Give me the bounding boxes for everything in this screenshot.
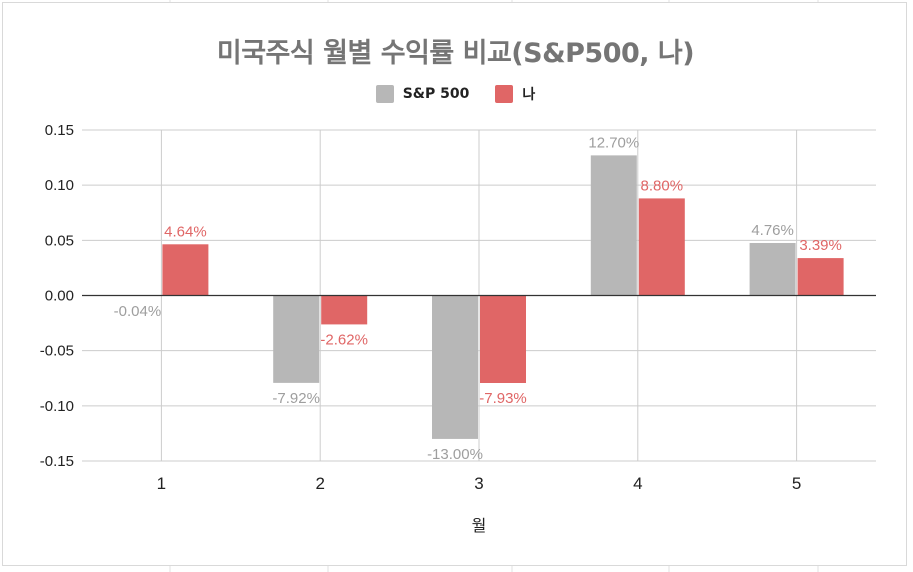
chart-card[interactable]: 미국주식 월별 수익률 비교(S&P500, 나) S&P 500 나 0.15…	[2, 2, 907, 566]
bar-sp500	[590, 155, 637, 296]
legend-swatch-me	[495, 85, 514, 103]
data-label-sp500: 4.76%	[751, 222, 794, 239]
x-tick-label: 2	[315, 474, 324, 493]
y-tick-label: 0.10	[45, 177, 74, 194]
chart-legend: S&P 500 나	[3, 84, 908, 104]
data-label-sp500: -0.04%	[114, 303, 162, 320]
legend-label-me: 나	[522, 87, 536, 103]
x-tick-label: 1	[157, 474, 166, 493]
legend-label-sp500: S&P 500	[402, 86, 470, 102]
bar-sp500	[432, 295, 478, 439]
y-tick-label: 0.15	[45, 122, 74, 139]
bar-me	[162, 244, 209, 296]
chart-title: 미국주식 월별 수익률 비교(S&P500, 나)	[216, 38, 695, 69]
bar-me	[321, 295, 368, 325]
y-tick-label: -0.15	[40, 453, 74, 470]
legend-swatch-sp500	[375, 85, 394, 103]
y-tick-label: 0.00	[45, 288, 74, 305]
data-label-sp500: -7.92%	[272, 390, 320, 407]
data-label-me: -7.93%	[479, 390, 527, 407]
legend-item-sp500[interactable]: S&P 500	[375, 84, 470, 104]
legend-item-me[interactable]: 나	[495, 84, 535, 104]
y-tick-label: -0.05	[40, 343, 74, 360]
bar-me	[638, 198, 685, 296]
x-tick-label: 3	[474, 474, 483, 493]
x-tick-label: 4	[633, 474, 642, 493]
bar-me	[797, 258, 844, 296]
data-label-sp500: 12.70%	[588, 134, 639, 151]
data-label-me: 8.80%	[641, 177, 684, 194]
data-label-me: 4.64%	[164, 223, 207, 240]
plot-area: 0.15 0.10 0.05 0.00 -0.05 -0.10 -0.15 -0.04% -7.…	[40, 122, 876, 535]
data-label-me: -2.62%	[320, 331, 368, 348]
x-axis-title: 월	[472, 516, 487, 535]
data-label-sp500: -13.00%	[427, 446, 483, 463]
y-tick-label: 0.05	[45, 232, 74, 249]
data-label-me: 3.39%	[799, 237, 842, 254]
x-tick-label: 5	[792, 474, 801, 493]
bar-me	[480, 295, 526, 383]
y-tick-label: -0.10	[40, 398, 74, 415]
bar-sp500	[273, 295, 320, 383]
bar-sp500	[749, 242, 796, 296]
